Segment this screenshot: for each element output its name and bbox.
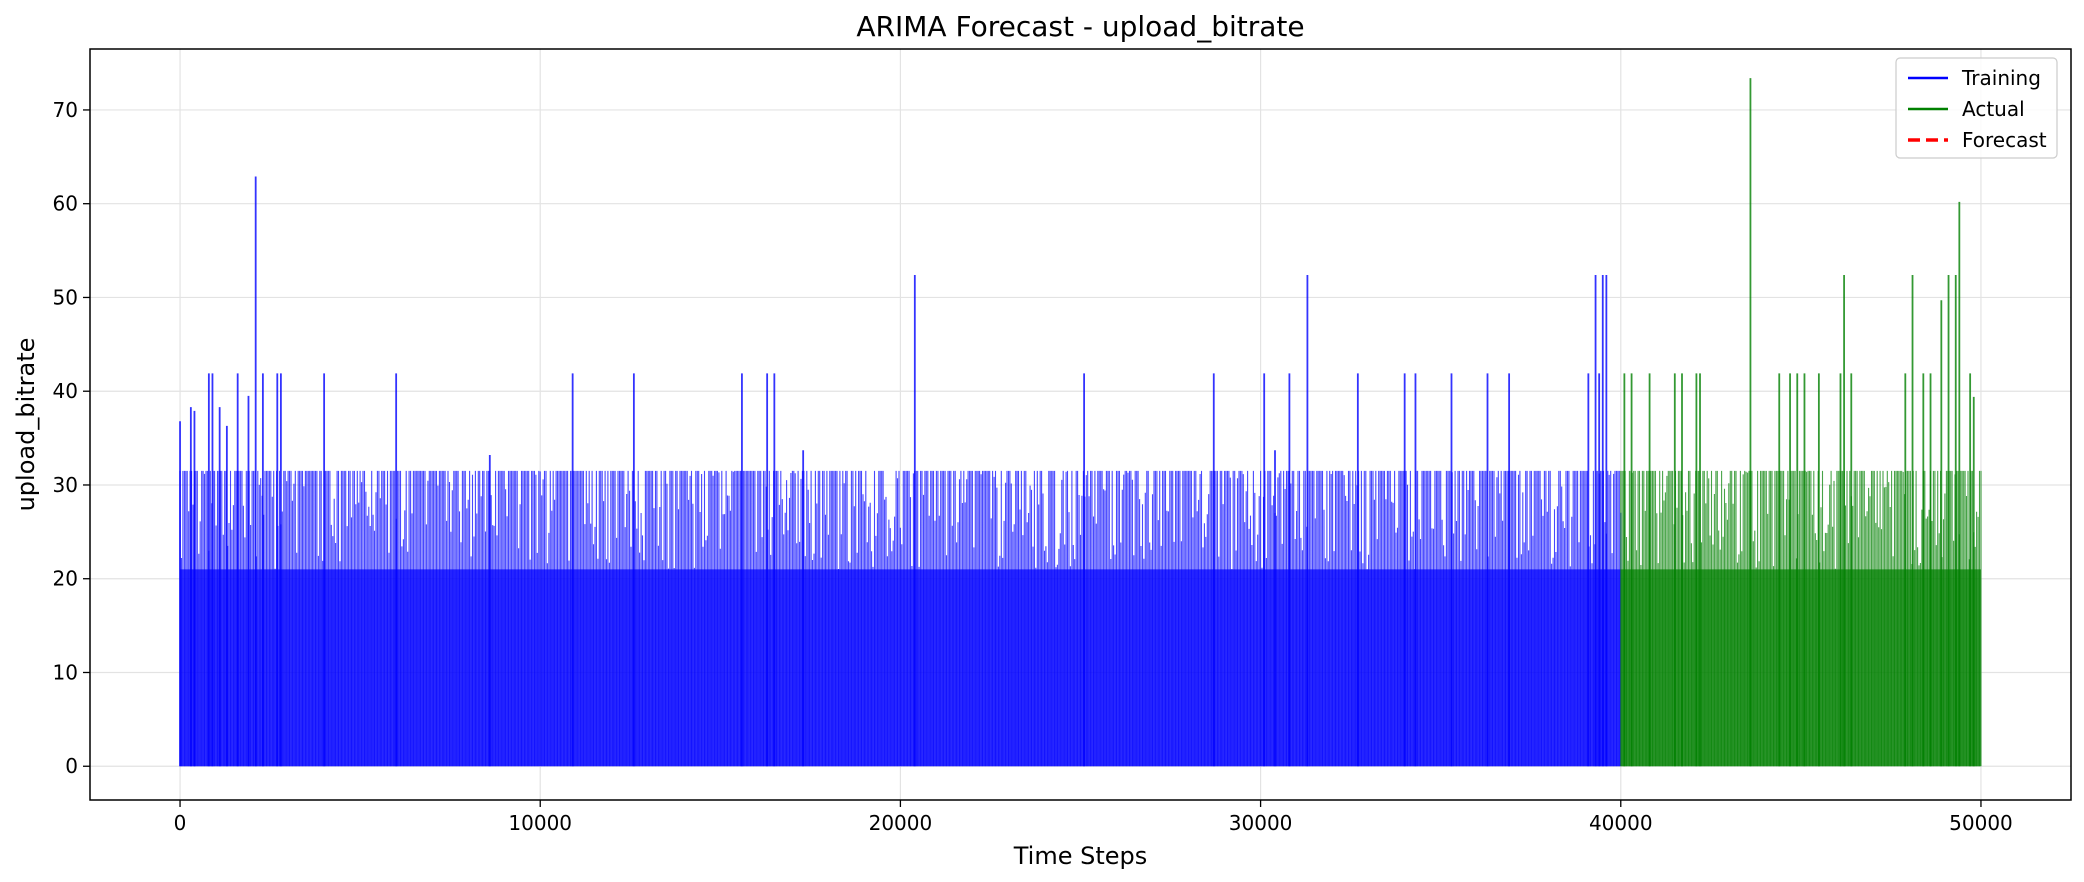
y-tick-label: 10 (53, 660, 78, 684)
x-tick-label: 40000 (1589, 811, 1653, 835)
x-tick-label: 10000 (508, 811, 572, 835)
series-actual (1620, 78, 1982, 767)
legend: Training Actual Forecast (1895, 57, 2058, 159)
series-training (179, 176, 1622, 767)
legend-label-actual: Actual (1962, 97, 2025, 121)
y-tick-label: 60 (53, 192, 78, 216)
y-tick-label: 70 (53, 98, 78, 122)
chart-title: ARIMA Forecast - upload_bitrate (856, 10, 1304, 43)
y-tick-label: 50 (53, 285, 78, 309)
x-tick-label: 0 (174, 811, 187, 835)
x-axis-label: Time Steps (1013, 842, 1148, 870)
axis-ticks: 0 10000 20000 30000 40000 50000 0 10 20 30 40 50 60 7… (53, 98, 2013, 835)
legend-box (1895, 57, 2058, 159)
series-layer (179, 78, 1982, 767)
plot-frame (89, 48, 2072, 801)
legend-label-training: Training (1961, 66, 2041, 90)
x-tick-label: 50000 (1949, 811, 2013, 835)
x-tick-label: 30000 (1229, 811, 1293, 835)
x-tick-label: 20000 (869, 811, 933, 835)
legend-label-forecast: Forecast (1962, 128, 2047, 152)
y-tick-label: 0 (65, 754, 78, 778)
y-tick-label: 40 (53, 379, 78, 403)
y-tick-label: 30 (53, 473, 78, 497)
y-tick-label: 20 (53, 567, 78, 591)
y-axis-label: upload_bitrate (12, 338, 40, 512)
